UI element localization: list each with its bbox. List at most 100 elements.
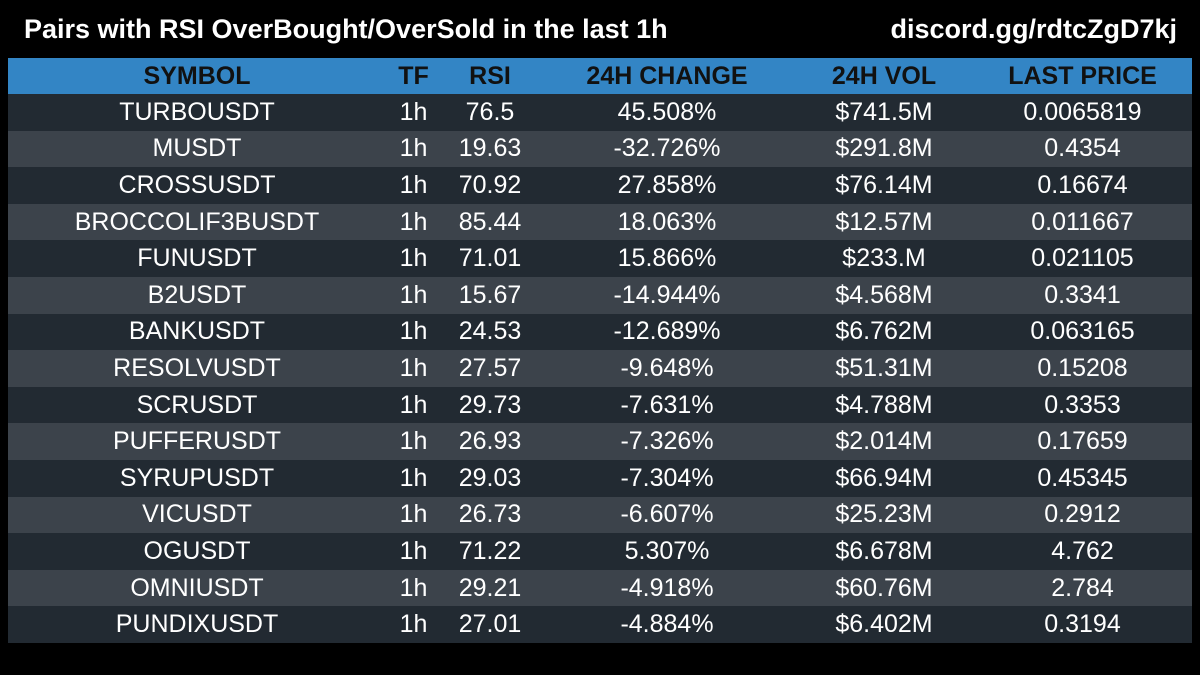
cell-24h-vol: $6.678M	[795, 533, 973, 570]
cell-24h-change: -7.326%	[539, 423, 795, 460]
cell-rsi: 15.67	[441, 277, 539, 314]
cell-last-price: 0.2912	[973, 497, 1192, 534]
cell-last-price: 0.4354	[973, 131, 1192, 168]
cell-symbol: RESOLVUSDT	[8, 350, 386, 387]
cell-24h-vol: $741.5M	[795, 94, 973, 131]
cell-24h-change: -6.607%	[539, 497, 795, 534]
cell-last-price: 0.063165	[973, 314, 1192, 351]
cell-24h-vol: $12.57M	[795, 204, 973, 241]
cell-24h-change: -12.689%	[539, 314, 795, 351]
table-row: SCRUSDT 1h 29.73 -7.631% $4.788M 0.3353	[8, 387, 1192, 424]
column-header-rsi: RSI	[441, 58, 539, 94]
column-header-24h-vol: 24H VOL	[795, 58, 973, 94]
cell-24h-vol: $4.568M	[795, 277, 973, 314]
cell-last-price: 0.0065819	[973, 94, 1192, 131]
cell-24h-vol: $25.23M	[795, 497, 973, 534]
column-header-24h-change: 24H CHANGE	[539, 58, 795, 94]
cell-24h-change: 18.063%	[539, 204, 795, 241]
table-row: BROCCOLIF3BUSDT 1h 85.44 18.063% $12.57M 0.01…	[8, 204, 1192, 241]
table-row: VICUSDT 1h 26.73 -6.607% $25.23M 0.2912	[8, 497, 1192, 534]
cell-rsi: 70.92	[441, 167, 539, 204]
cell-tf: 1h	[386, 423, 441, 460]
cell-symbol: PUFFERUSDT	[8, 423, 386, 460]
cell-symbol: OGUSDT	[8, 533, 386, 570]
cell-24h-vol: $60.76M	[795, 570, 973, 607]
cell-last-price: 0.021105	[973, 240, 1192, 277]
cell-last-price: 0.45345	[973, 460, 1192, 497]
table-row: PUFFERUSDT 1h 26.93 -7.326% $2.014M 0.17659	[8, 423, 1192, 460]
table-row: OMNIUSDT 1h 29.21 -4.918% $60.76M 2.784	[8, 570, 1192, 607]
table-header-row: SYMBOL TF RSI 24H CHANGE 24H VOL LAST PR…	[8, 58, 1192, 94]
cell-tf: 1h	[386, 314, 441, 351]
table-row: RESOLVUSDT 1h 27.57 -9.648% $51.31M 0.15208	[8, 350, 1192, 387]
cell-last-price: 0.17659	[973, 423, 1192, 460]
cell-24h-vol: $6.402M	[795, 606, 973, 643]
discord-link[interactable]: discord.gg/rdtcZgD7kj	[890, 14, 1177, 45]
cell-last-price: 2.784	[973, 570, 1192, 607]
cell-24h-change: -32.726%	[539, 131, 795, 168]
cell-symbol: SCRUSDT	[8, 387, 386, 424]
cell-24h-change: -4.918%	[539, 570, 795, 607]
cell-symbol: MUSDT	[8, 131, 386, 168]
cell-24h-vol: $6.762M	[795, 314, 973, 351]
cell-tf: 1h	[386, 460, 441, 497]
table-row: FUNUSDT 1h 71.01 15.866% $233.M 0.021105	[8, 240, 1192, 277]
cell-24h-vol: $291.8M	[795, 131, 973, 168]
top-bar: Pairs with RSI OverBought/OverSold in th…	[0, 0, 1200, 62]
cell-tf: 1h	[386, 533, 441, 570]
cell-rsi: 85.44	[441, 204, 539, 241]
table-row: B2USDT 1h 15.67 -14.944% $4.568M 0.3341	[8, 277, 1192, 314]
cell-24h-change: 45.508%	[539, 94, 795, 131]
cell-symbol: FUNUSDT	[8, 240, 386, 277]
cell-last-price: 4.762	[973, 533, 1192, 570]
cell-symbol: CROSSUSDT	[8, 167, 386, 204]
cell-rsi: 19.63	[441, 131, 539, 168]
cell-rsi: 26.73	[441, 497, 539, 534]
cell-24h-vol: $233.M	[795, 240, 973, 277]
cell-tf: 1h	[386, 131, 441, 168]
column-header-symbol: SYMBOL	[8, 58, 386, 94]
table-row: MUSDT 1h 19.63 -32.726% $291.8M 0.4354	[8, 131, 1192, 168]
cell-rsi: 26.93	[441, 423, 539, 460]
cell-tf: 1h	[386, 497, 441, 534]
cell-24h-vol: $66.94M	[795, 460, 973, 497]
page-title: Pairs with RSI OverBought/OverSold in th…	[24, 14, 668, 45]
cell-24h-change: 27.858%	[539, 167, 795, 204]
cell-last-price: 0.16674	[973, 167, 1192, 204]
column-header-tf: TF	[386, 58, 441, 94]
cell-24h-change: -4.884%	[539, 606, 795, 643]
cell-rsi: 27.57	[441, 350, 539, 387]
cell-24h-change: -9.648%	[539, 350, 795, 387]
cell-24h-change: 15.866%	[539, 240, 795, 277]
cell-symbol: OMNIUSDT	[8, 570, 386, 607]
table-row: OGUSDT 1h 71.22 5.307% $6.678M 4.762	[8, 533, 1192, 570]
cell-tf: 1h	[386, 387, 441, 424]
cell-24h-vol: $51.31M	[795, 350, 973, 387]
cell-rsi: 76.5	[441, 94, 539, 131]
cell-last-price: 0.011667	[973, 204, 1192, 241]
cell-tf: 1h	[386, 204, 441, 241]
cell-tf: 1h	[386, 350, 441, 387]
cell-symbol: BANKUSDT	[8, 314, 386, 351]
cell-symbol: TURBOUSDT	[8, 94, 386, 131]
cell-tf: 1h	[386, 94, 441, 131]
cell-tf: 1h	[386, 240, 441, 277]
cell-symbol: PUNDIXUSDT	[8, 606, 386, 643]
cell-24h-change: -14.944%	[539, 277, 795, 314]
cell-last-price: 0.15208	[973, 350, 1192, 387]
cell-last-price: 0.3341	[973, 277, 1192, 314]
column-header-last-price: LAST PRICE	[973, 58, 1192, 94]
cell-last-price: 0.3194	[973, 606, 1192, 643]
cell-24h-change: -7.631%	[539, 387, 795, 424]
cell-rsi: 29.03	[441, 460, 539, 497]
cell-24h-vol: $76.14M	[795, 167, 973, 204]
table-row: TURBOUSDT 1h 76.5 45.508% $741.5M 0.0065819	[8, 94, 1192, 131]
cell-tf: 1h	[386, 570, 441, 607]
cell-24h-change: -7.304%	[539, 460, 795, 497]
cell-rsi: 27.01	[441, 606, 539, 643]
cell-rsi: 29.21	[441, 570, 539, 607]
cell-tf: 1h	[386, 277, 441, 314]
table-row: PUNDIXUSDT 1h 27.01 -4.884% $6.402M 0.3194	[8, 606, 1192, 643]
cell-24h-vol: $2.014M	[795, 423, 973, 460]
cell-tf: 1h	[386, 167, 441, 204]
